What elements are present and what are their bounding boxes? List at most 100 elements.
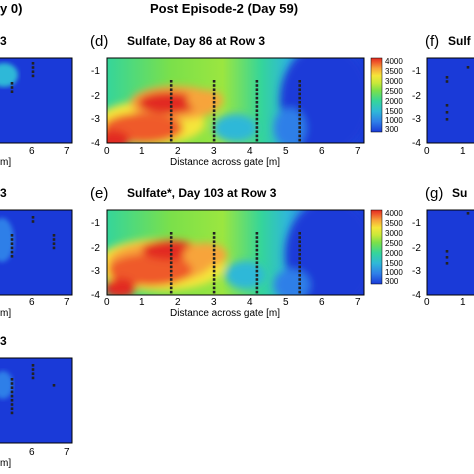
- left-point-4-1: [52, 238, 56, 241]
- left-point-6-2: [31, 372, 35, 375]
- sample-point-d-3-7: [298, 109, 301, 112]
- colorbar-d-label-7: 300: [385, 125, 399, 134]
- sample-point-d-3-13: [298, 134, 301, 138]
- y-tick-d-1: -2: [91, 91, 100, 102]
- y-tick-d-2: -3: [91, 114, 100, 125]
- left-row3-unit: m]: [0, 458, 11, 469]
- left-point-0-1: [10, 86, 14, 89]
- f-y-tick-3: -4: [412, 138, 421, 149]
- colorbar-d-label-3: 2500: [385, 87, 403, 96]
- left-row2-tick-7: 7: [64, 297, 70, 308]
- sample-point-d-2-13: [255, 134, 259, 138]
- sample-point-e-2-2: [255, 240, 259, 243]
- colorbar-e-label-3: 2500: [385, 239, 403, 248]
- sample-point-d-2-5: [255, 101, 259, 104]
- x-tick-e-4: 4: [247, 297, 253, 308]
- panel-label-g: (g): [425, 185, 443, 202]
- left-row2-unit: m]: [0, 308, 11, 319]
- left-point-2-2: [10, 242, 14, 245]
- sample-point-e-2-10: [255, 274, 259, 277]
- sample-point-d-1-2: [212, 88, 216, 91]
- y-tick-d-0: -1: [91, 66, 100, 77]
- left-row3-tick-7: 7: [64, 447, 70, 458]
- right-row2-plot: [426, 209, 474, 296]
- sample-point-e-2-8: [255, 265, 259, 269]
- right-point-3-0: [466, 212, 470, 215]
- panel-d: (d) Sulfate, Day 86 at Row 3 -1 -2 -3 -4…: [90, 33, 403, 168]
- sample-point-e-0-4: [169, 248, 173, 252]
- x-tick-d-0: 0: [104, 146, 110, 157]
- y-tick-d-3: -4: [91, 138, 100, 149]
- sample-point-e-3-3: [298, 244, 301, 248]
- x-tick-d-1: 1: [139, 146, 145, 157]
- sample-points-e: [169, 232, 301, 294]
- panel-label-f: (f): [425, 33, 439, 50]
- sample-point-d-1-14: [212, 138, 216, 142]
- sample-point-d-1-3: [212, 92, 216, 96]
- sample-point-e-0-6: [169, 257, 173, 260]
- left-sample-points: [10, 62, 56, 415]
- left-point-5-1: [10, 382, 14, 385]
- g-y-tick-0: -1: [412, 218, 421, 229]
- sample-point-d-1-1: [212, 84, 216, 87]
- sample-point-e-1-13: [212, 286, 216, 290]
- sample-point-e-1-1: [212, 236, 216, 239]
- g-x-tick-0: 0: [424, 297, 430, 308]
- left-row1-tick-6: 6: [29, 146, 35, 157]
- sample-point-d-1-12: [212, 130, 216, 133]
- left-point-2-1: [10, 238, 14, 241]
- sample-point-d-3-1: [298, 84, 301, 87]
- right-point-1-2: [445, 118, 449, 121]
- left-point-5-4: [10, 394, 14, 398]
- panel-title-f: Sulf: [448, 34, 472, 48]
- panel-title-d: Sulfate, Day 86 at Row 3: [127, 34, 265, 48]
- sample-point-d-1-0: [212, 80, 216, 83]
- left-point-5-8: [10, 411, 14, 415]
- sample-point-e-2-1: [255, 236, 259, 239]
- g-y-tick-1: -2: [412, 243, 421, 254]
- sample-point-e-1-0: [212, 232, 216, 235]
- sample-point-e-3-13: [298, 286, 301, 290]
- left-row2-title: 3: [0, 186, 7, 200]
- sample-point-e-3-7: [298, 261, 301, 264]
- left-point-4-0: [52, 234, 56, 237]
- sample-point-d-0-9: [169, 117, 173, 121]
- g-y-tick-2: -3: [412, 266, 421, 277]
- x-tick-d-6: 6: [319, 146, 325, 157]
- colorbar-e-label-4: 2000: [385, 249, 403, 258]
- left-row1-title: 3: [0, 34, 7, 48]
- sample-point-e-2-4: [255, 248, 259, 252]
- sample-point-d-0-2: [169, 88, 173, 91]
- left-point-4-2: [52, 242, 56, 245]
- left-point-5-5: [10, 399, 14, 402]
- colorbar-e: [370, 209, 383, 285]
- sample-point-e-0-7: [169, 261, 173, 264]
- colorbar-d-label-0: 4000: [385, 57, 403, 66]
- sample-point-e-2-3: [255, 244, 259, 248]
- sample-point-e-1-11: [212, 278, 216, 281]
- x-tick-e-5: 5: [283, 297, 289, 308]
- left-point-1-3: [31, 74, 35, 78]
- left-point-3-0: [31, 216, 35, 219]
- right-point-0-0: [445, 76, 449, 79]
- sample-point-d-2-8: [255, 113, 259, 117]
- right-sample-points: [445, 66, 470, 265]
- left-partial-panels: 3 6 7 m] 3 6 7 m] 3 6 7 m]: [0, 34, 73, 469]
- sample-point-d-1-8: [212, 113, 216, 117]
- g-x-tick-1: 1: [460, 297, 466, 308]
- x-axis-label-d: Distance across gate [m]: [170, 157, 280, 168]
- sample-point-e-1-7: [212, 261, 216, 264]
- right-point-1-0: [445, 104, 449, 107]
- sample-point-d-3-10: [298, 122, 301, 125]
- x-tick-d-4: 4: [247, 146, 253, 157]
- sample-point-d-2-11: [255, 126, 259, 129]
- sample-point-e-1-14: [212, 290, 216, 294]
- sample-point-e-3-10: [298, 274, 301, 277]
- sample-point-e-1-12: [212, 282, 216, 285]
- sample-point-d-0-4: [169, 96, 173, 100]
- x-tick-e-1: 1: [139, 297, 145, 308]
- sample-point-d-1-4: [212, 96, 216, 100]
- sample-point-d-2-7: [255, 109, 259, 112]
- x-tick-e-0: 0: [104, 297, 110, 308]
